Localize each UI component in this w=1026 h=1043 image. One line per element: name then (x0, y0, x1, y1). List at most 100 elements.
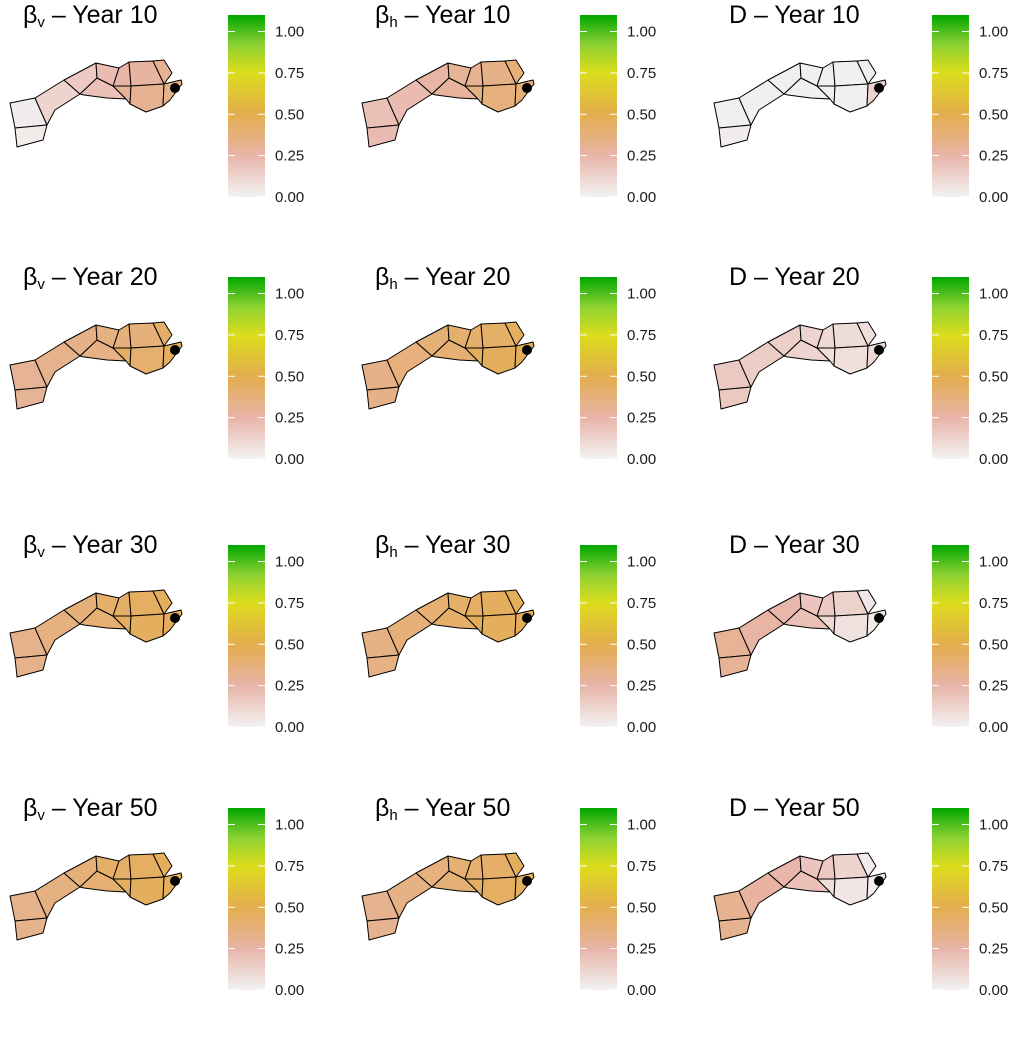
legend-tick-label: 0.25 (979, 941, 1008, 958)
legend-tick-label: 0.00 (979, 719, 1008, 736)
legend-colorbar (228, 15, 265, 197)
map-region (34, 79, 81, 126)
title-symbol: β (375, 794, 390, 822)
map-region (34, 609, 81, 656)
title-text: – Year 50 (44, 794, 158, 822)
title-text: D – Year 50 (729, 794, 860, 822)
chart-title: βh – Year 30 (375, 531, 511, 561)
location-marker (522, 83, 532, 93)
map-region (129, 876, 165, 906)
location-marker (170, 83, 180, 93)
legend-tick-label: 0.75 (627, 327, 656, 344)
chart-title: D – Year 50 (729, 796, 860, 821)
figure-grid: βv – Year 10 0.00 0.25 0.50 0.75 1.00 βh – Yea… (0, 1, 1008, 999)
location-marker (874, 83, 884, 93)
map-region (833, 876, 869, 906)
map (361, 59, 535, 148)
legend-tick-label: 0.50 (627, 368, 656, 385)
legend-tick-label: 1.00 (627, 554, 656, 571)
legend-tick-label: 1.00 (275, 286, 304, 303)
title-text: – Year 10 (397, 1, 511, 29)
map-region (14, 386, 48, 410)
title-text: – Year 30 (397, 531, 511, 559)
legend-tick-label: 1.00 (627, 24, 656, 41)
chart-title: βh – Year 50 (375, 794, 511, 824)
map-region (366, 917, 400, 941)
map-region (34, 872, 81, 919)
title-text: – Year 20 (397, 263, 511, 291)
location-marker (522, 345, 532, 355)
legend-tick-label: 0.25 (275, 678, 304, 695)
location-marker (170, 876, 180, 886)
legend-tick-label: 0.25 (627, 148, 656, 165)
map-region (152, 852, 173, 878)
chart-panel: βv – Year 30 0.00 0.25 0.50 0.75 1.00 (0, 530, 342, 780)
chart-panel: βh – Year 20 0.00 0.25 0.50 0.75 1.00 (352, 262, 694, 512)
chart-title: βv – Year 20 (23, 265, 158, 293)
legend-colorbar (580, 545, 617, 727)
map-region (481, 613, 517, 643)
map (713, 59, 887, 148)
chart-title: βv – Year 30 (23, 533, 158, 561)
legend-tick-label: 0.25 (627, 941, 656, 958)
map-region (718, 386, 752, 410)
title-text: – Year 10 (44, 1, 158, 29)
map-region (504, 589, 525, 615)
chart-title: D – Year 30 (729, 533, 860, 558)
map-region (34, 341, 81, 388)
legend-colorbar (932, 808, 969, 990)
chart-panel: βv – Year 50 0.00 0.25 0.50 0.75 1.00 (0, 793, 342, 1043)
title-text: D – Year 30 (729, 531, 860, 559)
map-region (504, 852, 525, 878)
legend-tick-label: 0.25 (627, 410, 656, 427)
map-region (366, 654, 400, 678)
legend-tick-label: 0.25 (275, 148, 304, 165)
map-region (152, 321, 173, 347)
title-subscript: h (389, 544, 398, 561)
legend-colorbar (228, 277, 265, 459)
map-region (481, 83, 517, 113)
legend-tick-label: 0.00 (979, 451, 1008, 468)
legend-tick-label: 0.75 (627, 858, 656, 875)
map-region (14, 124, 48, 148)
chart-svg: 0.00 0.25 0.50 0.75 1.00 (713, 808, 1008, 999)
legend-tick-label: 1.00 (627, 817, 656, 834)
chart-panel: D – Year 50 0.00 0.25 0.50 0.75 1.00 (704, 793, 1026, 1043)
map-region (738, 609, 785, 656)
legend-tick-label: 0.75 (627, 595, 656, 612)
legend-tick-label: 0.25 (979, 410, 1008, 427)
chart-svg: 0.00 0.25 0.50 0.75 1.00 (9, 545, 304, 736)
map-region (856, 59, 877, 85)
legend-tick-label: 0.00 (275, 189, 304, 206)
legend-tick-label: 0.75 (979, 327, 1008, 344)
map (361, 589, 535, 678)
map (713, 852, 887, 941)
chart-title: βh – Year 20 (375, 263, 511, 293)
legend-tick-label: 1.00 (979, 286, 1008, 303)
map-region (856, 589, 877, 615)
legend-tick-label: 0.50 (627, 899, 656, 916)
location-marker (874, 613, 884, 623)
legend-tick-label: 0.75 (275, 65, 304, 82)
title-subscript: v (37, 807, 45, 824)
map (713, 589, 887, 678)
legend-tick-label: 0.25 (275, 941, 304, 958)
title-text: – Year 50 (397, 794, 511, 822)
map-region (152, 589, 173, 615)
map-region (833, 83, 869, 113)
legend-tick-label: 0.50 (979, 368, 1008, 385)
chart-title: D – Year 10 (729, 3, 860, 28)
chart-title: βv – Year 50 (23, 794, 158, 824)
chart-svg: 0.00 0.25 0.50 0.75 1.00 (713, 545, 1008, 736)
chart-title: βh – Year 10 (375, 1, 511, 31)
title-subscript: v (37, 14, 45, 31)
legend-tick-label: 0.75 (275, 858, 304, 875)
map-region (481, 876, 517, 906)
legend-tick-label: 1.00 (627, 286, 656, 303)
map-region (718, 917, 752, 941)
legend-colorbar (228, 808, 265, 990)
title-symbol: β (375, 263, 390, 291)
legend-tick-label: 0.00 (979, 982, 1008, 999)
chart-svg: 0.00 0.25 0.50 0.75 1.00 (713, 277, 1008, 468)
map-region (129, 83, 165, 113)
